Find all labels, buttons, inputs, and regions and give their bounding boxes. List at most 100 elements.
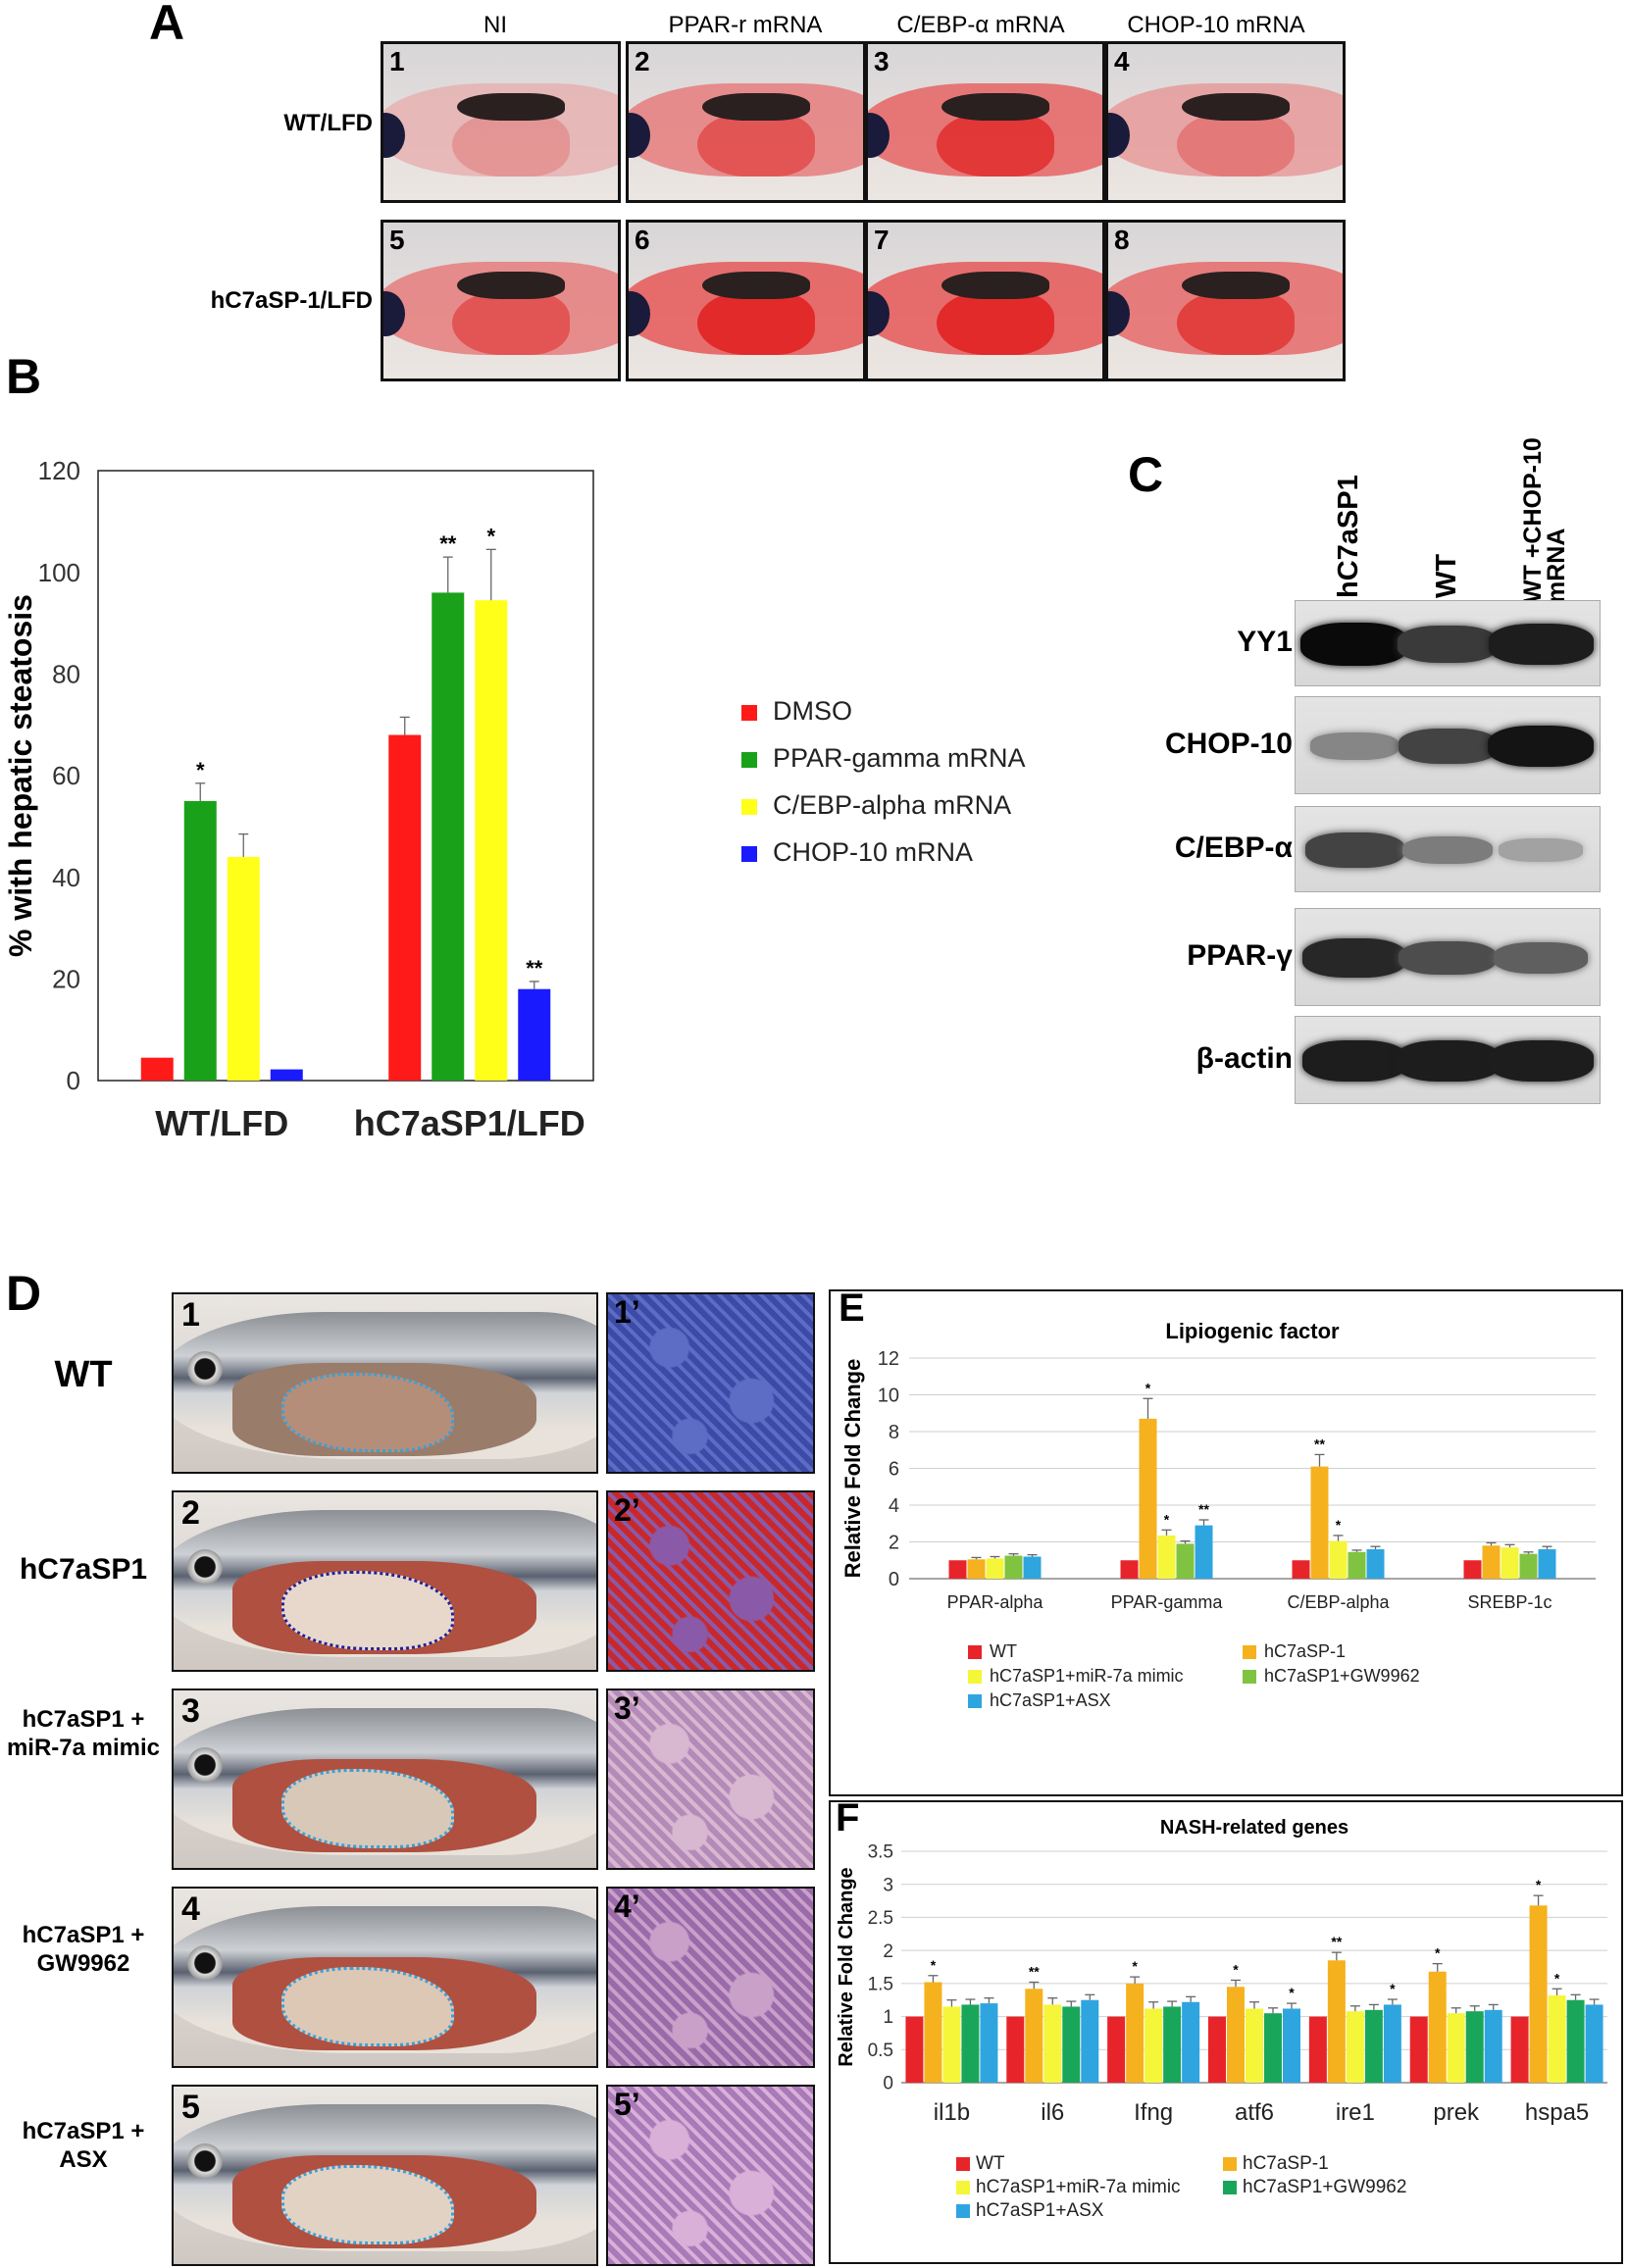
- photo-number: 8: [1114, 225, 1130, 255]
- blot-band: [1488, 1040, 1594, 1082]
- bar: [942, 2006, 961, 2083]
- category-label: C/EBP-alpha: [1287, 1592, 1390, 1612]
- larva-photo: 1: [381, 41, 621, 203]
- fish-eye: [187, 1549, 223, 1585]
- panel-f-chart: 00.511.522.533.5*il1b**il6*Ifng**atf6***…: [836, 1817, 1607, 2221]
- bar: [1463, 1560, 1482, 1579]
- larva-liver: [1177, 113, 1295, 176]
- legend-swatch: [968, 1694, 982, 1708]
- y-tick-label: 1: [883, 2007, 893, 2028]
- bar: [1510, 2016, 1529, 2083]
- legend-label: WT: [976, 2153, 1005, 2174]
- bar: [1292, 1560, 1310, 1579]
- legend-label: hC7aSP1+miR-7a mimic: [990, 1666, 1184, 1686]
- photo-number: 2: [635, 46, 650, 76]
- bar: [140, 1057, 174, 1081]
- bar: [1025, 1989, 1043, 2083]
- histology-photo: 5’: [606, 2085, 815, 2266]
- bar: [227, 856, 260, 1081]
- legend-swatch: [1223, 2181, 1237, 2194]
- legend-swatch: [741, 752, 757, 768]
- y-tick-label: 8: [889, 1422, 899, 1443]
- legend-label: PPAR-gamma mRNA: [773, 743, 1026, 773]
- y-tick-label: 2: [889, 1533, 899, 1554]
- y-axis-label: Relative Fold Change: [840, 1359, 865, 1579]
- blot-band: [1301, 1040, 1407, 1082]
- bar: [980, 2003, 998, 2083]
- panel-a-row-label: WT/LFD: [283, 110, 373, 136]
- bar: [1501, 1547, 1519, 1579]
- larva-liver: [1177, 291, 1295, 355]
- bar: [1081, 1999, 1099, 2083]
- panel-e-frame: [829, 1289, 1623, 1796]
- fish-liver: [281, 1571, 454, 1650]
- legend-swatch: [741, 705, 757, 721]
- bar: [1519, 1553, 1538, 1579]
- significance-mark: **: [1029, 1964, 1040, 1980]
- larva-eye: [868, 113, 890, 158]
- larva-swim-bladder: [457, 93, 565, 121]
- bar: [905, 2016, 924, 2083]
- legend-swatch: [741, 799, 757, 815]
- larva-swim-bladder: [1182, 272, 1290, 299]
- y-tick-label: 0: [883, 2074, 893, 2094]
- y-tick-label: 10: [878, 1386, 899, 1407]
- category-label: Ifng: [1134, 2099, 1173, 2126]
- significance-mark: **: [439, 531, 457, 556]
- blot-band: [1395, 1040, 1501, 1082]
- blot-row-label: β-actin: [1196, 1042, 1293, 1075]
- panel-f-letter: F: [836, 1796, 860, 1840]
- larva-eye: [629, 291, 650, 336]
- fish-liver: [281, 1967, 454, 2046]
- category-label: PPAR-alpha: [947, 1592, 1044, 1612]
- blot-strip: [1295, 1016, 1601, 1104]
- larva-swim-bladder: [941, 93, 1049, 121]
- significance-mark: **: [1314, 1436, 1325, 1451]
- bar: [1348, 1551, 1366, 1579]
- y-tick-label: 6: [889, 1459, 899, 1481]
- blot-lane-header: WT: [1431, 553, 1462, 598]
- bar: [1107, 2016, 1126, 2083]
- legend-label: WT: [990, 1641, 1017, 1661]
- panel-d-row-label: hC7aSP1 + miR-7a mimic: [6, 1706, 161, 1761]
- blot-band: [1402, 835, 1493, 865]
- bar: [1465, 2011, 1484, 2083]
- bar: [961, 2004, 980, 2083]
- blot-row-label: YY1: [1237, 626, 1293, 658]
- photo-number: 5: [389, 225, 405, 255]
- larva-photo: 4: [1105, 41, 1346, 203]
- bar: [1566, 1999, 1585, 2083]
- legend-swatch: [1223, 2157, 1237, 2171]
- bar: [183, 800, 217, 1081]
- panel-a-letter: A: [149, 0, 185, 50]
- bar: [1139, 1418, 1157, 1579]
- bar: [518, 988, 551, 1081]
- significance-mark: *: [931, 1957, 937, 1973]
- y-tick-label: 20: [52, 964, 80, 993]
- y-tick-label: 60: [52, 761, 80, 790]
- larva-swim-bladder: [1182, 93, 1290, 121]
- bar: [1308, 2016, 1327, 2083]
- y-tick-label: 1.5: [868, 1975, 893, 1995]
- significance-mark: *: [1289, 1985, 1295, 2000]
- category-label: SREBP-1c: [1467, 1592, 1552, 1612]
- panel-a-col-header: PPAR-r mRNA: [668, 12, 823, 38]
- fish-liver: [281, 1373, 454, 1452]
- blot-row-label: CHOP-10: [1164, 728, 1293, 760]
- panel-d-row-label: hC7aSP1 + ASX: [22, 2118, 145, 2173]
- bar: [1246, 2008, 1263, 2083]
- histology-photo: 2’: [606, 1490, 815, 1672]
- blot-lane-header: WT +CHOP-10 mRNA: [1519, 437, 1570, 603]
- panel-d-row-label: hC7aSP1: [19, 1553, 148, 1586]
- larva-liver: [452, 113, 570, 176]
- y-tick-label: 12: [878, 1348, 899, 1370]
- y-tick-label: 4: [889, 1495, 899, 1517]
- legend-swatch: [1243, 1645, 1256, 1659]
- blot-row-label: PPAR-γ: [1187, 939, 1293, 972]
- panel-e-chart: 024681012PPAR-alpha****PPAR-gamma***C/EB…: [840, 1319, 1596, 1710]
- category-label: WT/LFD: [155, 1103, 288, 1143]
- bar: [1120, 1560, 1139, 1579]
- panel-e-letter: E: [839, 1286, 865, 1330]
- bar: [1428, 1971, 1447, 2083]
- bar: [1227, 1987, 1245, 2083]
